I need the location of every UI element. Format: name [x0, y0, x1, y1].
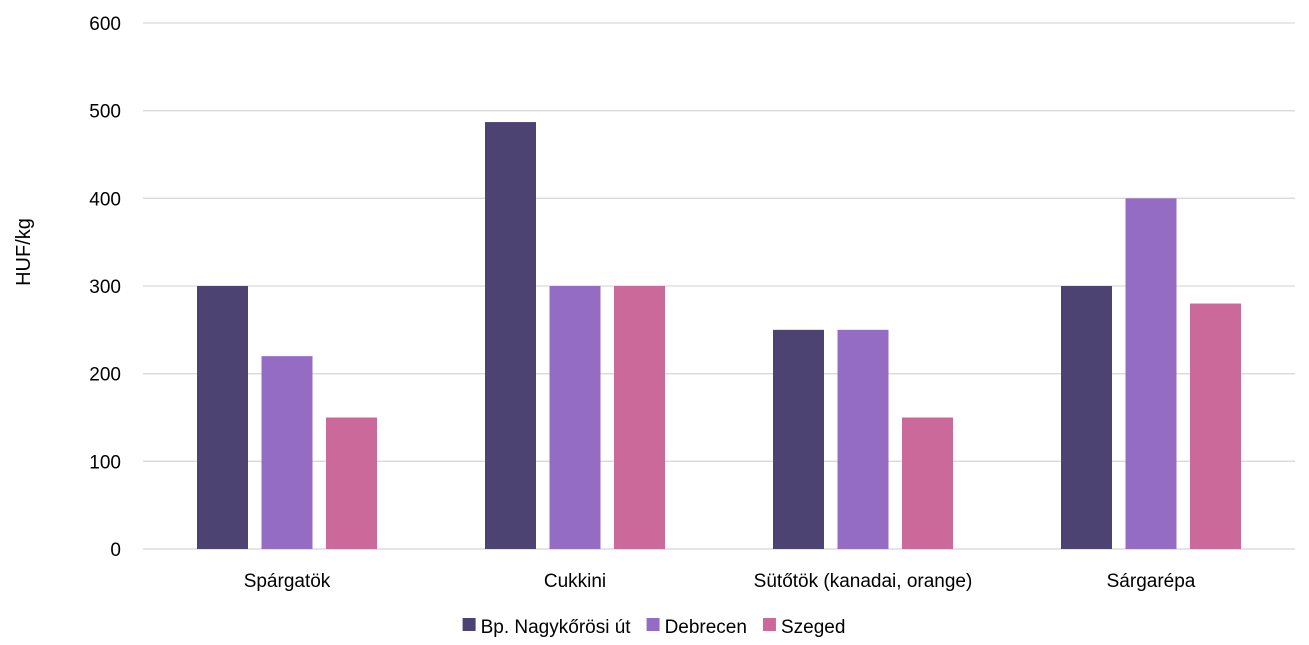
bar-1-1: [549, 286, 601, 549]
legend-item: Debrecen: [646, 617, 747, 638]
bar-0-1: [485, 122, 536, 550]
bar-2-0: [326, 417, 377, 549]
y-tick-label: 0: [110, 540, 121, 561]
bar-2-1: [614, 286, 665, 549]
legend-item: Szeged: [762, 617, 845, 638]
legend-label: Bp. Nagykőrösi út: [481, 617, 632, 638]
bar-1-3: [1125, 198, 1177, 550]
bars: [197, 122, 1241, 550]
legend-swatch: [762, 618, 776, 631]
legend-swatch: [646, 618, 660, 631]
x-category-label: Sárgarépa: [1107, 571, 1196, 592]
gridlines: [143, 22, 1295, 550]
bar-2-2: [902, 417, 953, 549]
bar-1-2: [837, 329, 889, 549]
legend: Bp. Nagykőrösi út Debrecen Szeged: [462, 617, 845, 638]
y-tick-label: 300: [89, 277, 121, 298]
legend-swatch: [462, 618, 476, 631]
x-category-label: Spárgatök: [244, 571, 331, 592]
x-category-label: Sütőtök (kanadai, orange): [754, 571, 973, 592]
y-tick-label: 600: [89, 14, 121, 35]
legend-label: Szeged: [781, 617, 845, 638]
x-axis-categories: Spárgatök Cukkini Sütőtök (kanadai, orange…: [244, 571, 1196, 592]
bar-0-3: [1061, 286, 1112, 549]
legend-label: Debrecen: [665, 617, 747, 638]
y-tick-label: 100: [89, 452, 121, 473]
y-tick-label: 500: [89, 102, 121, 123]
y-axis-ticks: 0 100 200 300 400 500 600: [89, 14, 121, 561]
y-axis-label: HUF/kg: [13, 218, 35, 286]
bar-1-0: [261, 356, 313, 549]
bar-0-2: [773, 329, 824, 549]
y-tick-label: 400: [89, 189, 121, 210]
y-tick-label: 200: [89, 365, 121, 386]
bar-0-0: [197, 286, 248, 549]
legend-item: Bp. Nagykőrösi út: [462, 617, 632, 638]
x-category-label: Cukkini: [544, 571, 606, 592]
bar-2-3: [1190, 303, 1241, 549]
